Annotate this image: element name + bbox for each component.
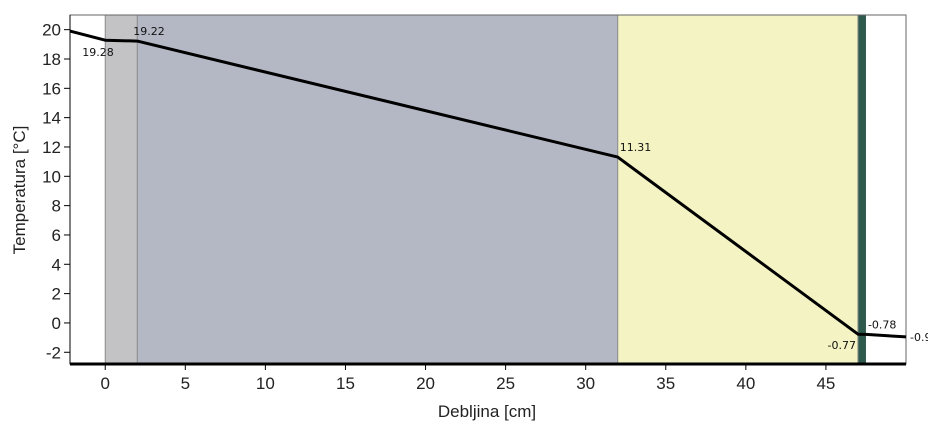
temperature-line bbox=[69, 29, 907, 339]
x-tick-label: 45 bbox=[816, 374, 835, 393]
point-value-label: 19.22 bbox=[133, 25, 165, 38]
x-axis-title: Debljina [cm] bbox=[438, 402, 536, 421]
x-tick-label: 25 bbox=[496, 374, 515, 393]
y-tick-label: 12 bbox=[42, 138, 61, 157]
layer-band-3 bbox=[617, 15, 858, 364]
data-labels: 19.28 19.22 11.31 -0.77 -0.78 -0.9 bbox=[82, 25, 928, 352]
x-tick-label: 40 bbox=[736, 374, 755, 393]
layer-band-1 bbox=[105, 15, 138, 364]
x-tick-label: 35 bbox=[656, 374, 675, 393]
x-tick-label: 15 bbox=[336, 374, 355, 393]
point-value-label: -0.77 bbox=[827, 339, 855, 352]
y-tick-label: 18 bbox=[42, 50, 61, 69]
x-tick-label: 0 bbox=[100, 374, 109, 393]
point-value-label: -0.78 bbox=[868, 318, 896, 331]
y-tick-label: 16 bbox=[42, 79, 61, 98]
y-tick-label: 10 bbox=[42, 167, 61, 186]
y-tick-label: 8 bbox=[52, 197, 61, 216]
y-tick-label: 2 bbox=[52, 285, 61, 304]
point-value-label: -0.9 bbox=[910, 331, 928, 344]
y-tick-label: -2 bbox=[46, 343, 61, 362]
y-tick-label: 6 bbox=[52, 226, 61, 245]
y-tick-label: 0 bbox=[52, 314, 61, 333]
y-tick-label: 20 bbox=[42, 21, 61, 40]
y-tick-label: 14 bbox=[42, 109, 61, 128]
y-tick-label: 4 bbox=[52, 255, 61, 274]
layer-band-2 bbox=[137, 15, 618, 364]
axes: 0 5 10 15 20 25 30 35 40 45 -2 0 2 4 6 8 10 12 14 16 18 20 bbox=[42, 14, 907, 393]
x-tick-label: 10 bbox=[256, 374, 275, 393]
material-layers bbox=[104, 15, 866, 364]
x-tick-label: 5 bbox=[181, 374, 190, 393]
y-axis-title: Temperatura [°C] bbox=[10, 126, 29, 255]
x-tick-label: 20 bbox=[416, 374, 435, 393]
point-value-label: 11.31 bbox=[620, 141, 652, 154]
x-tick-label: 30 bbox=[576, 374, 595, 393]
layer-band-4 bbox=[857, 15, 866, 364]
point-value-label: 19.28 bbox=[82, 46, 114, 59]
